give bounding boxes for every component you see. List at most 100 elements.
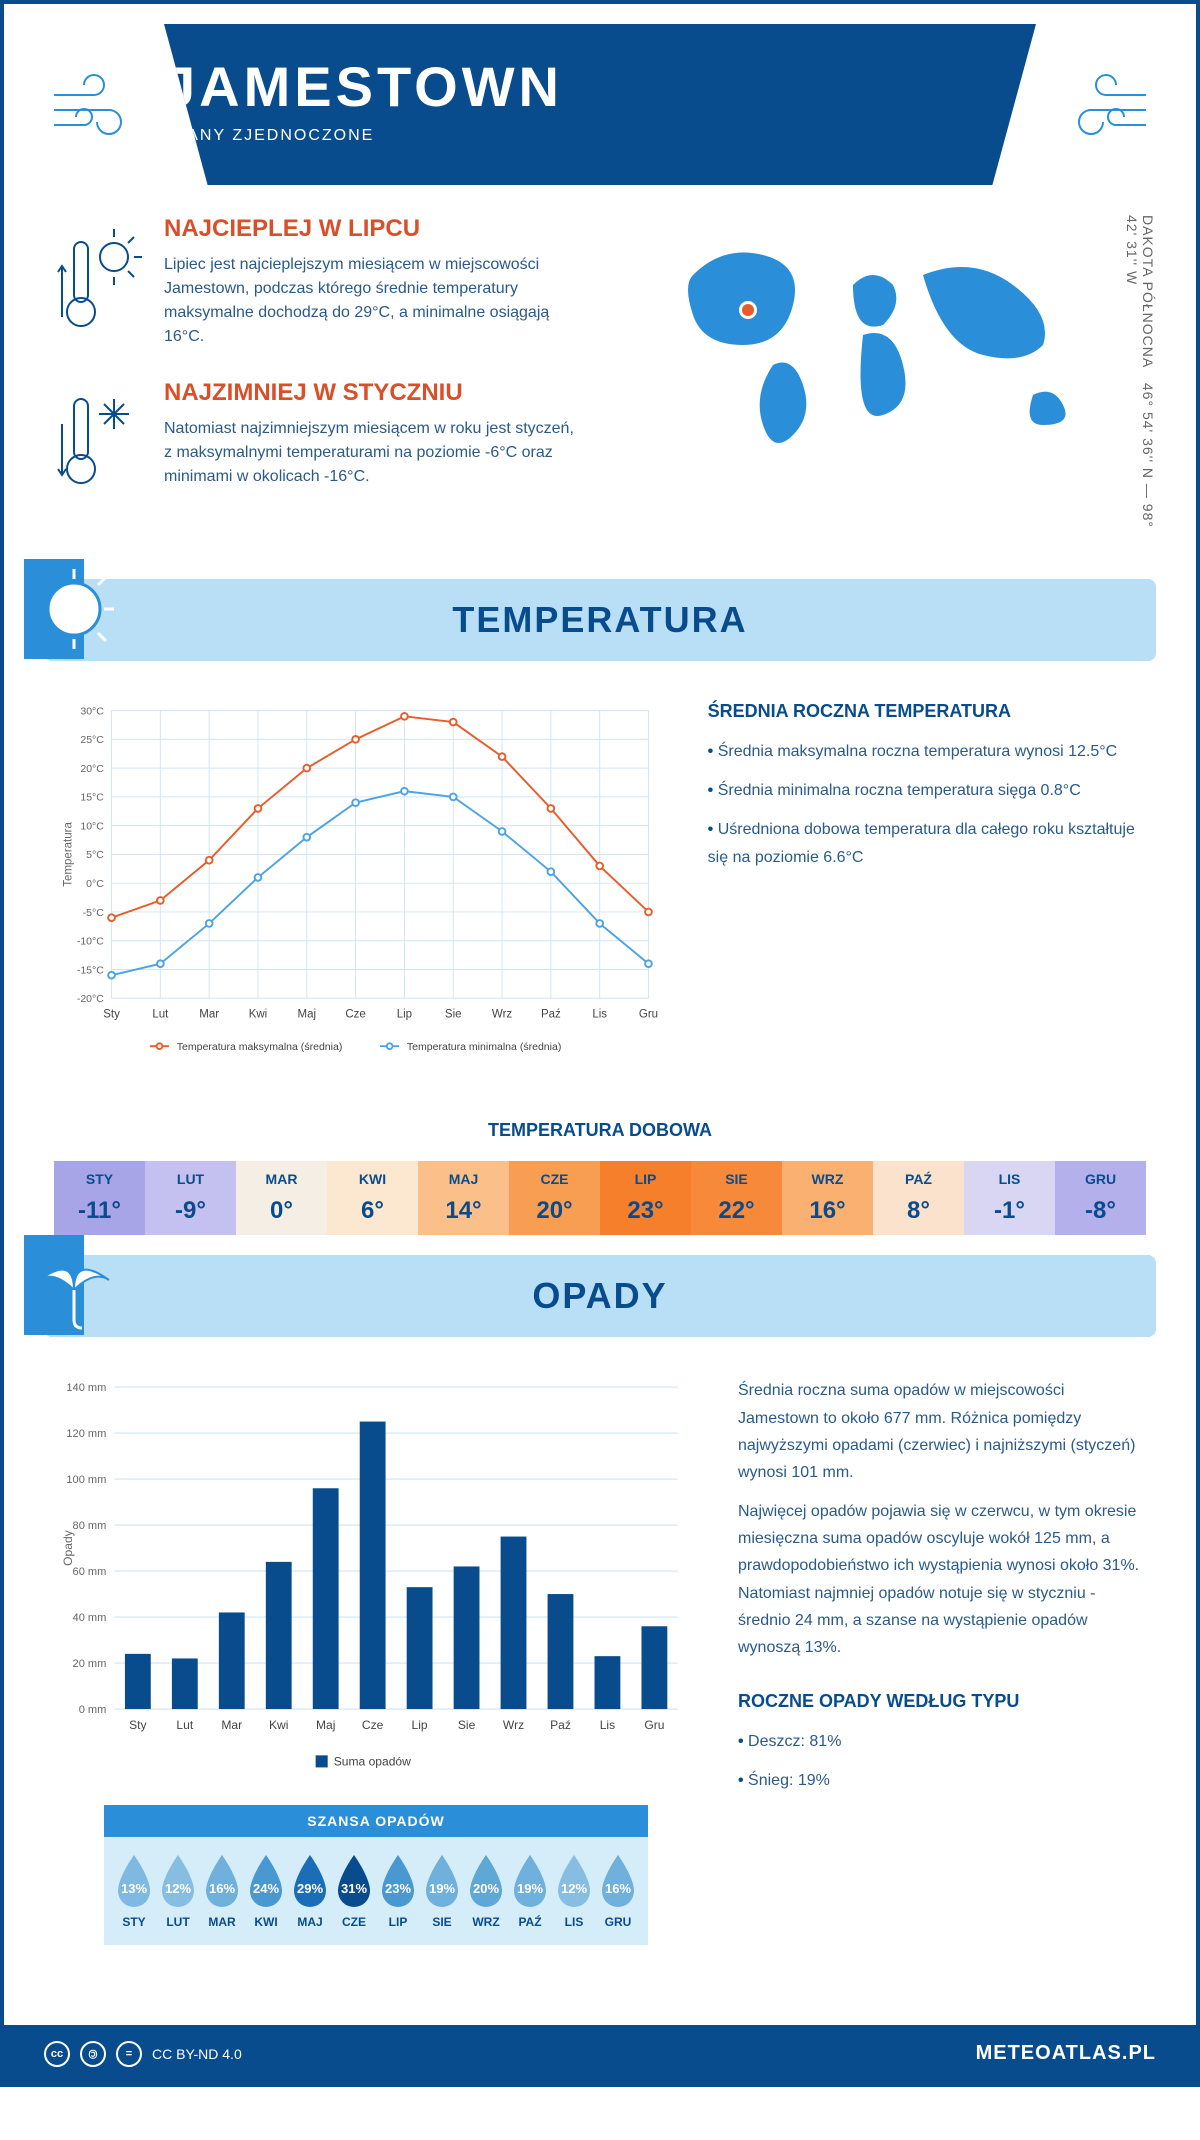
month-cell: GRU-8°: [1055, 1161, 1146, 1235]
rain-type-item: Deszcz: 81%: [738, 1728, 1146, 1755]
svg-text:25°C: 25°C: [80, 734, 104, 746]
month-cell: STY-11°: [54, 1161, 145, 1235]
svg-text:Gru: Gru: [644, 1719, 664, 1733]
svg-text:16%: 16%: [605, 1881, 631, 1896]
svg-text:24%: 24%: [253, 1881, 279, 1896]
daily-temp-table: STY-11°LUT-9°MAR0°KWI6°MAJ14°CZE20°LIP23…: [54, 1161, 1146, 1235]
temp-heading: TEMPERATURA: [64, 599, 1136, 641]
wind-icon-left: [44, 65, 144, 145]
world-map: [620, 215, 1146, 475]
month-cell: LIS-1°: [964, 1161, 1055, 1235]
coldest-fact: NAJZIMNIEJ W STYCZNIU Natomiast najzimni…: [54, 379, 580, 499]
svg-text:Paź: Paź: [550, 1719, 571, 1733]
site-name: METEOATLAS.PL: [976, 2042, 1156, 2065]
svg-text:10°C: 10°C: [80, 820, 104, 832]
month-cell: CZE20°: [509, 1161, 600, 1235]
thermometer-cold-icon: [54, 379, 144, 499]
svg-text:140 mm: 140 mm: [66, 1382, 106, 1394]
svg-text:19%: 19%: [429, 1881, 455, 1896]
temperature-header: TEMPERATURA: [44, 579, 1156, 661]
svg-text:12%: 12%: [561, 1881, 587, 1896]
svg-text:Lip: Lip: [412, 1719, 428, 1733]
svg-text:Lut: Lut: [152, 1008, 169, 1020]
cc-icon: cc: [44, 2041, 70, 2067]
month-cell: KWI6°: [327, 1161, 418, 1235]
rain-chance-drop: 24%KWI: [244, 1853, 288, 1929]
svg-text:40 mm: 40 mm: [73, 1612, 107, 1624]
svg-text:Lip: Lip: [397, 1008, 412, 1020]
svg-text:Suma opadów: Suma opadów: [334, 1755, 411, 1769]
month-cell: MAJ14°: [418, 1161, 509, 1235]
chance-row: 13%STY12%LUT16%MAR24%KWI29%MAJ31%CZE23%L…: [104, 1837, 648, 1945]
svg-text:30°C: 30°C: [80, 705, 104, 717]
svg-text:-20°C: -20°C: [77, 993, 104, 1005]
temp-bullet: Średnia maksymalna roczna temperatura wy…: [708, 738, 1146, 765]
svg-text:Cze: Cze: [362, 1719, 384, 1733]
wind-icon-right: [1056, 65, 1156, 145]
umbrella-icon: [24, 1235, 124, 1335]
svg-text:Mar: Mar: [221, 1719, 242, 1733]
svg-text:Kwi: Kwi: [269, 1719, 288, 1733]
svg-text:12%: 12%: [165, 1881, 191, 1896]
rain-types: Deszcz: 81% Śnieg: 19%: [738, 1728, 1146, 1794]
rain-chance-drop: 16%MAR: [200, 1853, 244, 1929]
svg-text:Maj: Maj: [298, 1008, 317, 1020]
license-text: CC BY-ND 4.0: [152, 2046, 242, 2062]
svg-text:0°C: 0°C: [86, 878, 104, 890]
month-cell: PAŹ8°: [873, 1161, 964, 1235]
rain-chance-drop: 23%LIP: [376, 1853, 420, 1929]
nd-icon: =: [116, 2041, 142, 2067]
svg-text:80 mm: 80 mm: [73, 1520, 107, 1532]
temp-bullet: Średnia minimalna roczna temperatura się…: [708, 777, 1146, 804]
svg-text:20°C: 20°C: [80, 763, 104, 775]
rain-chance-drop: 20%WRZ: [464, 1853, 508, 1929]
warm-title: NAJCIEPLEJ W LIPCU: [164, 215, 580, 243]
svg-text:Mar: Mar: [199, 1008, 219, 1020]
sun-icon: [24, 559, 124, 659]
footer: cc 🄯 = CC BY-ND 4.0 METEOATLAS.PL: [4, 2025, 1196, 2083]
month-cell: MAR0°: [236, 1161, 327, 1235]
temp-bullet: Uśredniona dobowa temperatura dla całego…: [708, 816, 1146, 870]
cold-text: Natomiast najzimniejszym miesiącem w rok…: [164, 417, 580, 489]
daily-temp-title: TEMPERATURA DOBOWA: [4, 1120, 1196, 1141]
svg-text:Temperatura: Temperatura: [62, 822, 74, 887]
svg-text:Sie: Sie: [445, 1008, 462, 1020]
by-icon: 🄯: [80, 2041, 106, 2067]
warmest-fact: NAJCIEPLEJ W LIPCU Lipiec jest najcieple…: [54, 215, 580, 349]
svg-text:Lis: Lis: [600, 1719, 615, 1733]
country-subtitle: STANY ZJEDNOCZONE: [164, 127, 1036, 145]
thermometer-hot-icon: [54, 215, 144, 349]
svg-text:-15°C: -15°C: [77, 964, 104, 976]
precip-heading: OPADY: [64, 1275, 1136, 1317]
svg-text:-5°C: -5°C: [83, 907, 105, 919]
rain-para1: Średnia roczna suma opadów w miejscowośc…: [738, 1377, 1146, 1486]
rain-type-item: Śnieg: 19%: [738, 1767, 1146, 1794]
temperature-line-chart: -20°C-15°C-10°C-5°C0°C5°C10°C15°C20°C25°…: [54, 701, 668, 1065]
month-cell: LIP23°: [600, 1161, 691, 1235]
svg-text:19%: 19%: [517, 1881, 543, 1896]
temp-summary-title: ŚREDNIA ROCZNA TEMPERATURA: [708, 701, 1146, 722]
svg-text:Lut: Lut: [176, 1719, 193, 1733]
rain-chance-drop: 19%SIE: [420, 1853, 464, 1929]
city-title: JAMESTOWN: [164, 54, 1036, 119]
svg-text:20%: 20%: [473, 1881, 499, 1896]
rain-chance-drop: 19%PAŹ: [508, 1853, 552, 1929]
svg-text:29%: 29%: [297, 1881, 323, 1896]
svg-text:-10°C: -10°C: [77, 936, 104, 948]
svg-text:16%: 16%: [209, 1881, 235, 1896]
rain-chance-drop: 12%LIS: [552, 1853, 596, 1929]
svg-text:Temperatura maksymalna (średni: Temperatura maksymalna (średnia): [177, 1041, 343, 1053]
rain-chance-drop: 31%CZE: [332, 1853, 376, 1929]
warm-text: Lipiec jest najcieplejszym miesiącem w m…: [164, 253, 580, 349]
svg-text:Sie: Sie: [458, 1719, 476, 1733]
svg-text:Sty: Sty: [129, 1719, 146, 1733]
svg-text:Lis: Lis: [592, 1008, 607, 1020]
svg-text:Temperatura minimalna (średnia: Temperatura minimalna (średnia): [407, 1041, 562, 1053]
svg-text:100 mm: 100 mm: [66, 1474, 106, 1486]
svg-text:5°C: 5°C: [86, 849, 104, 861]
rain-chance-drop: 29%MAJ: [288, 1853, 332, 1929]
svg-text:Maj: Maj: [316, 1719, 335, 1733]
svg-text:Wrz: Wrz: [492, 1008, 512, 1020]
month-cell: LUT-9°: [145, 1161, 236, 1235]
svg-text:Opady: Opady: [61, 1531, 75, 1567]
